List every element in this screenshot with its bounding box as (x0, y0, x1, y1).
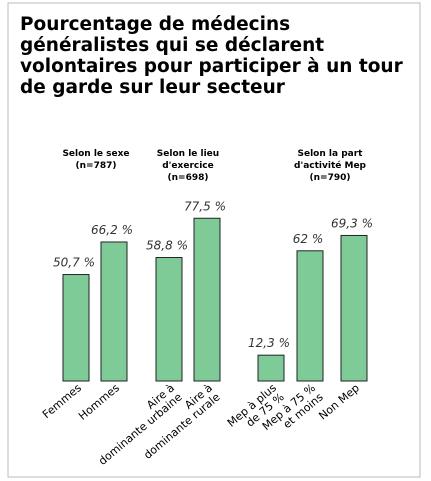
value-label: 77,5 % (184, 199, 226, 213)
bar (155, 257, 183, 382)
bar (340, 234, 368, 382)
bar (257, 354, 285, 382)
group-title: (n=698) (168, 173, 209, 183)
bar (296, 250, 324, 382)
group-title: d'activité Mep (294, 160, 367, 171)
value-label: 58,8 % (146, 239, 188, 253)
group-title: d'exercice (162, 161, 214, 171)
chart-title: Pourcentage de médecins généralistes qui… (20, 14, 403, 98)
value-label: 50,7 % (53, 256, 95, 270)
group-title: Selon le lieu (157, 149, 219, 159)
frame (7, 2, 421, 478)
bar (193, 217, 221, 382)
x-tick-label: Hommes (76, 381, 122, 423)
value-label: 12,3 % (248, 336, 290, 350)
category-label: Hommes (76, 381, 122, 423)
group-title: (n=787) (76, 161, 117, 171)
group-title: Selon la part (298, 149, 364, 159)
group-title: (n=790) (310, 173, 351, 183)
bar (100, 241, 128, 382)
value-label: 62 % (293, 232, 324, 246)
bar (62, 274, 90, 382)
group-title: Selon le sexe (62, 149, 129, 159)
value-label: 66,2 % (91, 223, 133, 237)
value-label: 69,3 % (331, 216, 373, 230)
